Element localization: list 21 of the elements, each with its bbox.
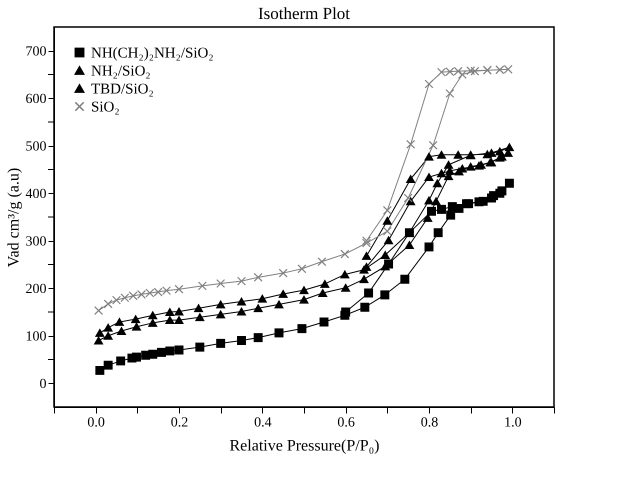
x-tick-label: 0.4	[254, 416, 272, 430]
x-axis-title: Relative Pressure(P/P₀)	[230, 438, 380, 454]
legend-label: TBD/SiO₂	[91, 82, 154, 98]
x-tick-label: 1.0	[504, 416, 522, 430]
y-tick-label: 300	[26, 234, 46, 250]
y-tick-label: 700	[26, 44, 46, 60]
y-tick-label: 200	[26, 282, 46, 297]
x-tick-label: 0.6	[337, 416, 355, 430]
x-tick-label: 0.2	[170, 416, 188, 430]
legend-label: SiO₂	[91, 100, 120, 116]
chart-title: Isotherm Plot	[258, 4, 350, 23]
y-tick-label: 600	[26, 92, 46, 107]
y-tick-label: 0	[40, 376, 46, 392]
y-axis-title: Vad cm³/g (a.u)	[6, 168, 22, 268]
y-tick-label: 100	[26, 329, 46, 344]
x-tick-label: 0.0	[87, 416, 105, 430]
legend-label: NH(CH₂)₂NH₂/SiO₂	[91, 46, 214, 62]
y-tick-label: 400	[26, 186, 46, 202]
legend-label: NH₂/SiO₂	[91, 64, 151, 80]
y-tick-label: 500	[26, 139, 46, 154]
x-tick-label: 0.8	[420, 416, 438, 430]
